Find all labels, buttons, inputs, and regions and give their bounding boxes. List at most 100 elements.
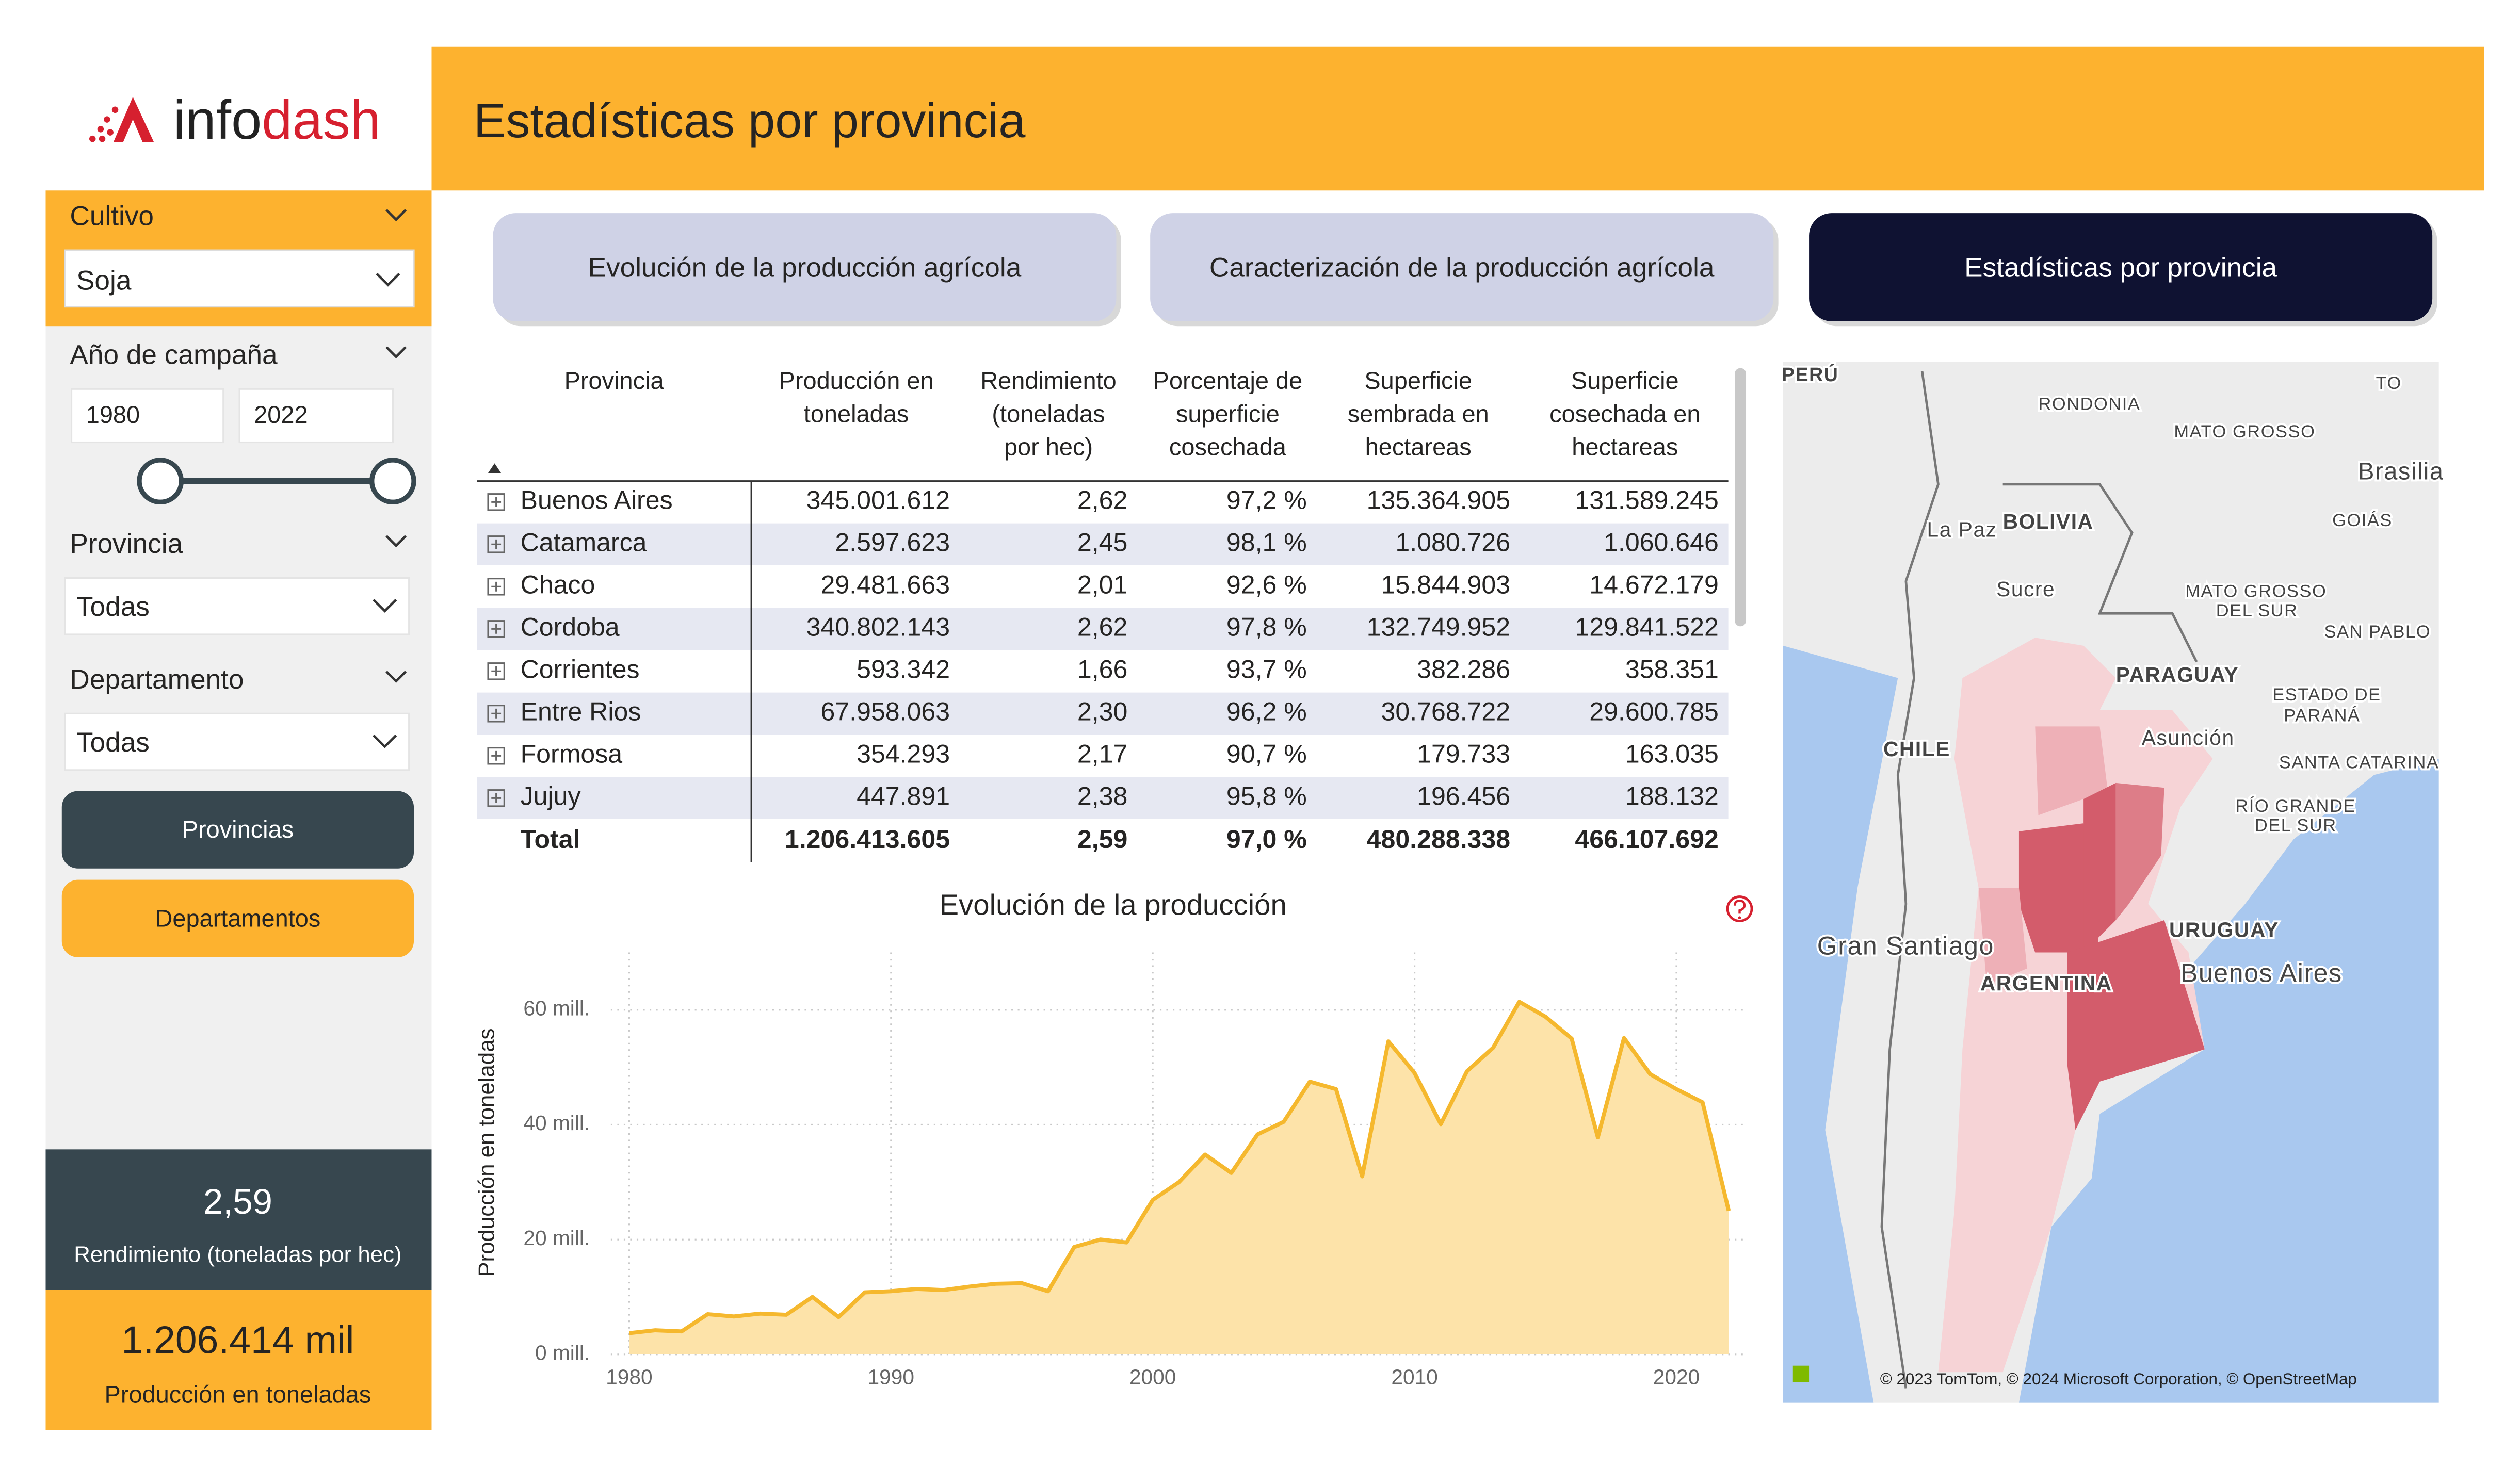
cell: 132.749.952 <box>1367 613 1510 642</box>
map-province <box>2035 726 2108 815</box>
tab[interactable] <box>1150 213 1774 321</box>
cell: 96,2 % <box>1226 697 1307 726</box>
table: Provincia Producción en toneladas Rendimien… <box>477 367 1747 862</box>
cell: 95,8 % <box>1226 782 1307 811</box>
expand-icon[interactable] <box>487 705 505 723</box>
cell: 447.891 <box>857 782 950 811</box>
x-tick-label: 1990 <box>868 1365 914 1389</box>
cell: 97,8 % <box>1226 613 1307 642</box>
cell: 2,38 <box>1077 782 1127 811</box>
scrollbar[interactable] <box>1735 368 1747 627</box>
expand-icon[interactable] <box>487 535 505 553</box>
y-tick-label: 60 mill. <box>523 997 590 1020</box>
map-label: CHILE <box>1883 737 1950 761</box>
x-tick-label: 2010 <box>1391 1365 1437 1389</box>
map-label: DEL SUR <box>2255 815 2337 835</box>
cell: 163.035 <box>1625 740 1719 769</box>
cell: 196.456 <box>1417 782 1510 811</box>
input-from[interactable] <box>70 388 224 444</box>
row-band <box>477 523 1729 566</box>
expand-icon[interactable] <box>487 789 505 807</box>
button[interactable] <box>61 791 414 869</box>
map-label: URUGUAY <box>2169 918 2279 942</box>
kpi-card <box>45 1149 432 1290</box>
help-icon[interactable] <box>1726 895 1753 922</box>
map-label: RONDONIA <box>2039 395 2141 414</box>
tab-label: Caracterización de la producción agrícol… <box>1209 253 1715 283</box>
column-header: Porcentaje de <box>1153 367 1303 394</box>
chevron <box>385 346 407 358</box>
map-province <box>1978 888 2027 985</box>
cell: 14.672.179 <box>1589 570 1719 599</box>
total-cell: 480.288.338 <box>1367 825 1510 854</box>
tab-label: Estadísticas por provincia <box>1964 253 2277 283</box>
map-label: PARAGUAY <box>2116 663 2239 687</box>
cell: 2,01 <box>1077 570 1127 599</box>
map-border <box>2002 483 2198 663</box>
cell: 188.132 <box>1625 782 1719 811</box>
cell: 354.293 <box>857 740 950 769</box>
kpi-value: 2,59 <box>203 1182 272 1221</box>
slider-handle[interactable] <box>137 458 184 505</box>
logo-text: infodash <box>173 89 381 151</box>
cell: 15.844.903 <box>1381 570 1511 599</box>
expand-plus <box>491 581 502 592</box>
chevron <box>385 209 407 221</box>
button[interactable] <box>61 879 414 957</box>
cell: 67.958.063 <box>821 697 950 726</box>
cell: 92,6 % <box>1226 570 1307 599</box>
map-label: SAN PABLO <box>2324 622 2431 642</box>
expand-icon[interactable] <box>487 493 505 511</box>
cell: 98,1 % <box>1226 528 1307 557</box>
sidebar <box>45 190 432 1150</box>
map-label: RÍO GRANDE <box>2235 796 2356 816</box>
chart-title: Evolución de la producción <box>940 889 1287 921</box>
row-band <box>477 608 1729 650</box>
filter-label: Departamento <box>70 664 244 695</box>
map-label: TO <box>2376 373 2402 393</box>
expand-icon[interactable] <box>487 620 505 638</box>
logo-part: dash <box>262 89 381 151</box>
expand-icon[interactable] <box>487 578 505 596</box>
kpi-card <box>45 1290 432 1430</box>
header-bar <box>431 46 2484 191</box>
logo-part: info <box>173 89 262 151</box>
slider-handle[interactable] <box>369 458 416 505</box>
input-value: 1980 <box>86 401 140 428</box>
cell: 2.597.623 <box>835 528 950 557</box>
filter-label: Cultivo <box>70 201 154 232</box>
map-label: MATO GROSSO <box>2185 582 2327 601</box>
map-label: La Paz <box>1927 517 1997 541</box>
column-header: hectareas <box>1572 433 1678 460</box>
cell: Cordoba <box>521 613 620 642</box>
button-label: Departamentos <box>155 905 320 932</box>
dropdown[interactable] <box>64 249 415 308</box>
column-header: cosechada en <box>1549 400 1700 427</box>
total-cell: Total <box>521 825 580 854</box>
input-to[interactable] <box>238 388 394 444</box>
y-tick-label: 0 mill. <box>535 1341 590 1365</box>
cell: 93,7 % <box>1226 655 1307 684</box>
map-label: PARANÁ <box>2284 706 2360 726</box>
dropdown[interactable] <box>64 712 410 771</box>
tab[interactable] <box>493 213 1117 321</box>
kpi-label: Producción en toneladas <box>105 1381 371 1408</box>
cell: 382.286 <box>1417 655 1510 684</box>
tab[interactable] <box>1809 213 2433 321</box>
cell: Chaco <box>521 570 595 599</box>
map-border <box>1880 371 1940 1389</box>
dropdown[interactable] <box>64 577 410 635</box>
column-header: cosechada <box>1169 433 1287 460</box>
column-header: Superficie <box>1571 367 1679 394</box>
expand-plus <box>491 793 502 803</box>
map-label: ARGENTINA <box>1980 971 2112 995</box>
cell: 1.060.646 <box>1604 528 1719 557</box>
map-ocean <box>1783 645 1898 1403</box>
map-label: PERÚ <box>1782 364 1839 385</box>
cell: 1.080.726 <box>1395 528 1510 557</box>
expand-icon[interactable] <box>487 747 505 765</box>
column-header: toneladas <box>804 400 909 427</box>
expand-icon[interactable] <box>487 662 505 680</box>
page-title: Estadísticas por provincia <box>474 93 1026 148</box>
